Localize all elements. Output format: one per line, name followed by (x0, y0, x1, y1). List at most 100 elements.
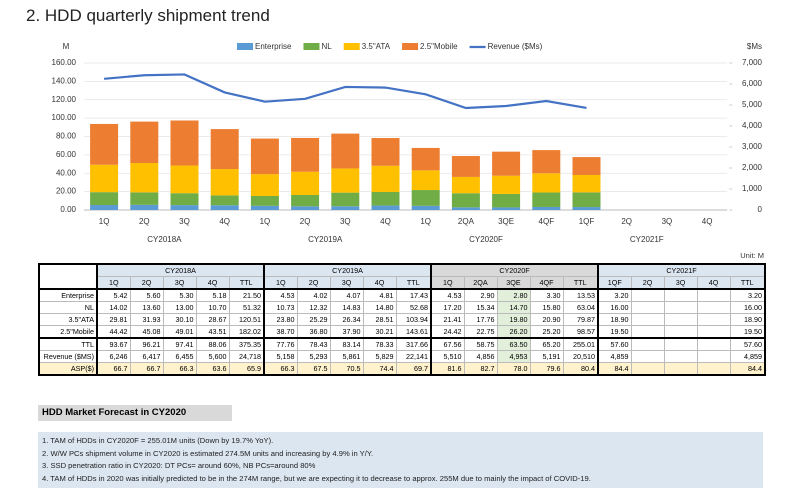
bar-segment (331, 133, 360, 169)
table-cell (630, 301, 665, 314)
forecast-notes: 1. TAM of HDDs in CY2020F = 255.01M unit… (38, 432, 763, 488)
legend-swatch (303, 43, 320, 50)
bar-segment (170, 120, 199, 166)
table-cell: 93.67 (96, 337, 131, 351)
quarter-header: 3Q (329, 276, 364, 290)
bar-segment (250, 205, 279, 210)
y-tick-label: 80.00 (56, 132, 77, 141)
table-cell: 22.75 (463, 325, 498, 339)
table-cell (663, 288, 698, 302)
x-tick-label: 4Q (219, 217, 230, 226)
table-cell (696, 288, 731, 302)
table-cell: 4,859 (729, 350, 766, 363)
table-cell: 3.30 (529, 288, 564, 302)
table-cell: 17.43 (395, 288, 432, 302)
table-cell: 63.50 (496, 337, 531, 351)
table-cell: 28.67 (195, 313, 230, 326)
group-header: CY2018A (96, 263, 265, 277)
legend-label: 3.5"ATA (362, 42, 391, 51)
bar-segment (572, 157, 601, 175)
table-cell: 66.3 (263, 362, 298, 376)
table-cell (663, 337, 698, 351)
table-cell (696, 301, 731, 314)
table-cell: 24.42 (430, 325, 465, 339)
forecast-note: 3. SSD penetration ratio in CY2020: DT P… (42, 461, 316, 470)
bar-segment (532, 150, 561, 174)
table-cell: 4,859 (597, 350, 632, 363)
bar-segment (411, 190, 440, 206)
table-cell: 10.70 (195, 301, 230, 314)
group-header: CY2021F (597, 263, 766, 277)
bar-segment (291, 194, 320, 207)
bar-segment (532, 206, 561, 210)
bar-segment (451, 156, 480, 177)
table-cell: 12.32 (296, 301, 331, 314)
table-cell: 4,953 (496, 350, 531, 363)
bar-segment (331, 192, 360, 207)
table-cell: 52.68 (395, 301, 432, 314)
bar-segment (130, 204, 159, 210)
quarter-header: 1QF (597, 276, 632, 290)
bar-segment (532, 173, 561, 193)
bar-segment (572, 207, 601, 210)
x-tick-label: 3Q (179, 217, 190, 226)
table-cell (696, 337, 731, 351)
table-cell (663, 313, 698, 326)
table-cell: 13.00 (162, 301, 197, 314)
y-tick-label: 120.00 (52, 95, 77, 104)
bar-segment (170, 205, 199, 210)
table-cell: 6,246 (96, 350, 131, 363)
y-tick-label: 100.00 (52, 113, 77, 122)
unit-note: Unit: M (740, 251, 764, 260)
table-cell (630, 350, 665, 363)
table-cell (630, 337, 665, 351)
table-cell: 5.42 (96, 288, 131, 302)
row-label: Enterprise (38, 288, 98, 302)
table-cell: 67.5 (296, 362, 331, 376)
chart: M $Ms 0.00 20.00 40.00 60.00 80.00 100.00 120.… (52, 42, 763, 244)
y2-tick-label: 7,000 (742, 58, 763, 67)
quarter-header: 1Q (263, 276, 298, 290)
table-cell: 44.42 (96, 325, 131, 339)
table-cell: 66.7 (96, 362, 131, 376)
table-cell: 19.50 (729, 325, 766, 339)
table-cell: 36.80 (296, 325, 331, 339)
table-cell: 24,718 (228, 350, 265, 363)
table-cell: 5,158 (263, 350, 298, 363)
x-tick-label: 3Q (662, 217, 673, 226)
bar-segment (90, 192, 119, 206)
legend-swatch (237, 43, 253, 50)
table-cell: 79.6 (529, 362, 564, 376)
bar-segment (371, 165, 400, 192)
table-cell: 18.90 (729, 313, 766, 326)
legend-swatch (402, 43, 419, 50)
table-cell (630, 313, 665, 326)
table-cell: 5,510 (430, 350, 465, 363)
total-header: TTL (729, 276, 766, 290)
y-tick-label: 160.00 (52, 58, 77, 67)
bar-segment (492, 175, 521, 194)
quarter-header: 3QE (496, 276, 531, 290)
bar-segment (331, 206, 360, 210)
quarter-header: 3Q (663, 276, 698, 290)
bar-segment (371, 191, 400, 206)
table-cell: 15.34 (463, 301, 498, 314)
table-cell (696, 325, 731, 339)
bar-segment (291, 137, 320, 172)
legend-swatch (343, 43, 360, 50)
row-label: 2.5"Mobile (38, 325, 98, 339)
bar-segment (170, 165, 199, 194)
x-tick-label: 2Q (300, 217, 311, 226)
table-cell: 18.90 (597, 313, 632, 326)
table-cell: 255.01 (562, 337, 599, 351)
table-cell: 2.80 (496, 288, 531, 302)
table-cell: 26.34 (329, 313, 364, 326)
x-tick-label: 1QF (579, 217, 595, 226)
quarter-header: 2Q (296, 276, 331, 290)
table-cell: 83.14 (329, 337, 364, 351)
forecast-note: 2. W/W PCs shipment volume in CY2020 is … (42, 448, 374, 458)
table-cell: 21.50 (228, 288, 265, 302)
bar-segment (130, 121, 159, 164)
table-cell: 51.32 (228, 301, 265, 314)
